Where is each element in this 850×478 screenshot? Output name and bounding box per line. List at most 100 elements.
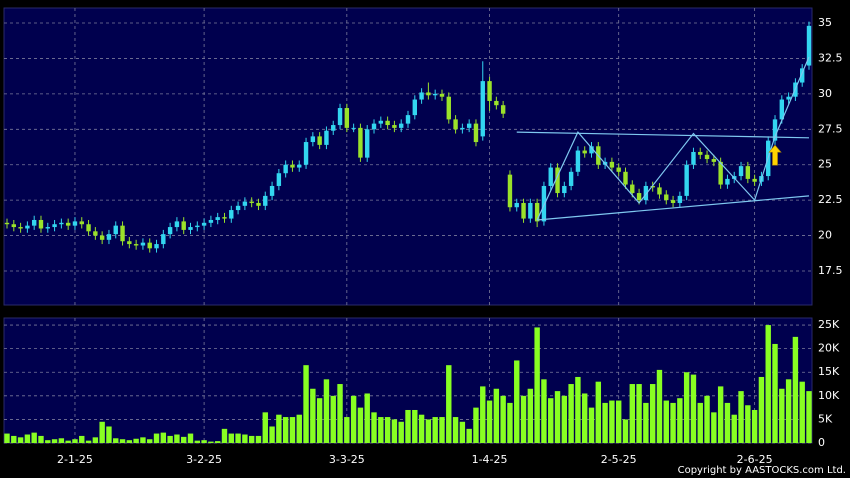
candle-body bbox=[154, 244, 159, 249]
volume-bar bbox=[276, 414, 282, 443]
candle-body bbox=[643, 185, 649, 201]
volume-bars bbox=[4, 325, 812, 443]
volume-bar bbox=[588, 407, 595, 443]
volume-bar bbox=[452, 417, 459, 443]
y-tick-label: 27.5 bbox=[818, 122, 843, 135]
volume-bar bbox=[221, 428, 228, 443]
candle-body bbox=[79, 221, 84, 225]
candle-body bbox=[636, 193, 642, 201]
volume-bar bbox=[364, 393, 370, 443]
candle-body bbox=[147, 242, 152, 249]
candle-body bbox=[392, 125, 397, 128]
volume-bar bbox=[649, 384, 656, 443]
volume-bar bbox=[751, 409, 758, 443]
copyright: Copyright by AASTOCKS.com Ltd. bbox=[678, 465, 846, 476]
volume-bar bbox=[85, 440, 92, 443]
y-tick-label: 35 bbox=[818, 16, 832, 29]
x-tick-label: 2-6-25 bbox=[737, 453, 773, 466]
volume-bar bbox=[58, 438, 65, 443]
candle-body bbox=[664, 194, 669, 201]
candle-body bbox=[167, 227, 173, 235]
candle-body bbox=[113, 225, 118, 235]
candle-body bbox=[38, 219, 44, 229]
volume-bar bbox=[493, 388, 500, 443]
x-tick-label: 3-2-25 bbox=[186, 453, 222, 466]
candle-body bbox=[562, 185, 567, 194]
candle-body bbox=[215, 217, 220, 220]
volume-bar bbox=[45, 440, 51, 443]
candle-body bbox=[65, 222, 71, 226]
volume-bar bbox=[350, 395, 357, 443]
y2-tick-label: 0 bbox=[818, 436, 825, 449]
candle-body bbox=[473, 123, 479, 143]
volume-bar bbox=[235, 433, 241, 443]
candle-body bbox=[99, 235, 105, 240]
volume-bar bbox=[378, 417, 384, 443]
volume-bar bbox=[79, 435, 85, 443]
volume-bar bbox=[575, 376, 581, 443]
volume-bar bbox=[214, 441, 221, 443]
candle-body bbox=[432, 93, 438, 96]
volume-bar bbox=[344, 417, 350, 443]
candle-body bbox=[59, 222, 64, 225]
y2-tick-label: 25K bbox=[818, 318, 840, 331]
candle-body bbox=[534, 202, 540, 222]
candle-body bbox=[500, 105, 506, 114]
candle-body bbox=[93, 231, 98, 236]
candle-body bbox=[623, 171, 628, 185]
volume-bar bbox=[51, 439, 58, 443]
volume-bar bbox=[636, 384, 642, 443]
grid bbox=[4, 8, 812, 444]
trend-line bbox=[537, 195, 810, 221]
candle-body bbox=[514, 202, 519, 208]
y-tick-label: 17.5 bbox=[818, 264, 843, 277]
volume-bar bbox=[792, 336, 799, 443]
candle-body bbox=[704, 154, 710, 160]
candle-body bbox=[297, 164, 302, 168]
candle-body bbox=[589, 146, 594, 154]
volume-bar bbox=[391, 419, 398, 443]
volume-bar bbox=[418, 414, 425, 443]
volume-bar bbox=[113, 438, 119, 443]
candle-body bbox=[541, 185, 547, 222]
candle-body bbox=[806, 25, 812, 66]
candle-body bbox=[738, 166, 744, 177]
candle-body bbox=[548, 167, 553, 186]
volume-bar bbox=[337, 384, 343, 443]
volume-bar bbox=[242, 434, 248, 443]
candle-body bbox=[4, 222, 10, 225]
candle-body bbox=[208, 219, 214, 223]
candle-body bbox=[276, 173, 282, 186]
candle-body bbox=[494, 100, 499, 106]
candle-body bbox=[11, 224, 16, 228]
volume-bar bbox=[425, 419, 432, 443]
volume-bar bbox=[582, 393, 588, 443]
price-panel bbox=[3, 7, 813, 306]
volume-bar bbox=[629, 384, 635, 443]
candle-body bbox=[575, 150, 581, 172]
candle-body bbox=[133, 244, 139, 246]
volume-bar bbox=[615, 400, 622, 443]
volume-bar bbox=[568, 384, 574, 443]
y-tick-label: 25 bbox=[818, 158, 832, 171]
signal-arrow bbox=[768, 144, 782, 166]
candle-body bbox=[120, 225, 125, 242]
candle-body bbox=[650, 185, 655, 188]
candle-body bbox=[371, 123, 377, 130]
candle-body bbox=[86, 224, 91, 232]
candle-body bbox=[412, 99, 417, 116]
candle-body bbox=[521, 202, 526, 219]
volume-bar bbox=[745, 405, 751, 443]
volume-bar bbox=[99, 421, 105, 443]
candle-body bbox=[310, 136, 316, 143]
volume-bar bbox=[690, 374, 697, 443]
candle-body bbox=[779, 99, 785, 120]
volume-bar bbox=[683, 372, 690, 443]
volume-bar bbox=[330, 395, 336, 443]
candle-body bbox=[480, 81, 485, 137]
candle-body bbox=[555, 167, 560, 194]
candle-body bbox=[235, 205, 241, 211]
volume-bar bbox=[595, 381, 602, 443]
candle-body bbox=[439, 93, 445, 97]
